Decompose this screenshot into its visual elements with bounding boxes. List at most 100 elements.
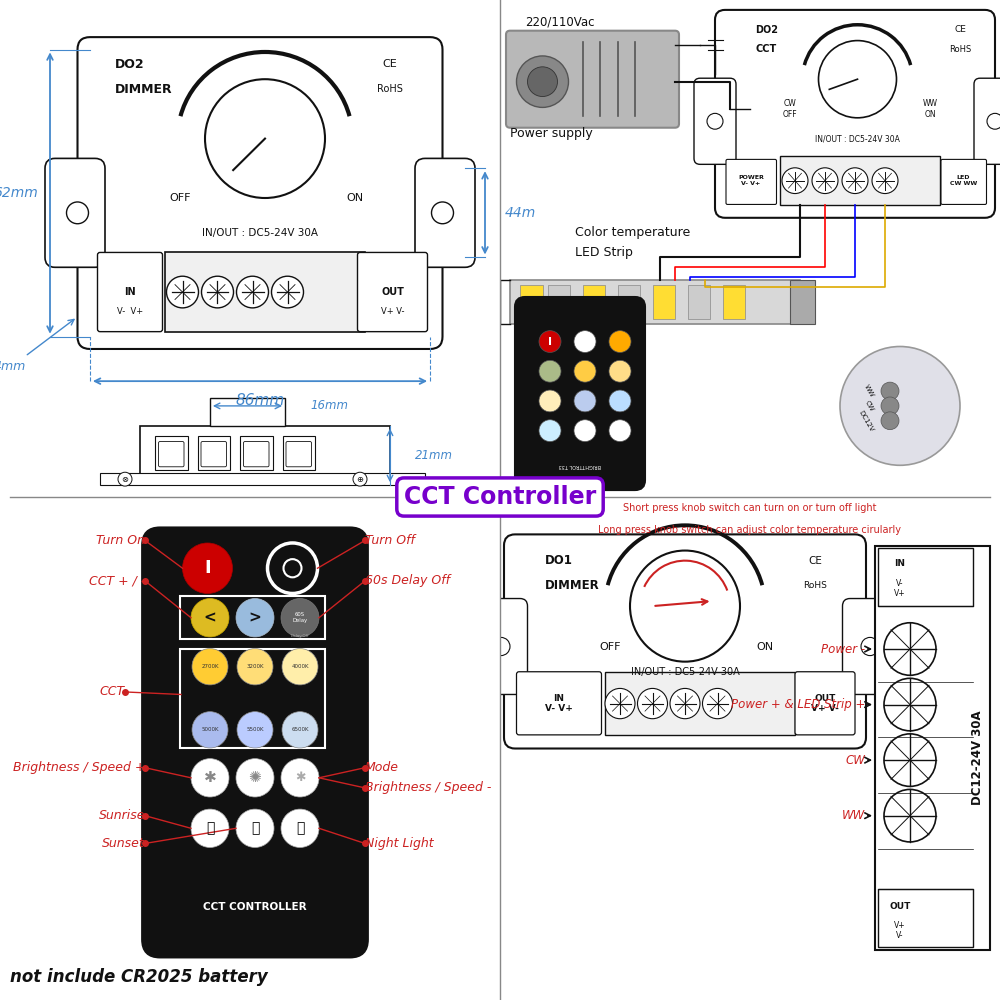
Text: 🌇: 🌇: [251, 821, 259, 835]
Circle shape: [191, 809, 229, 847]
Text: DC12V: DC12V: [858, 409, 875, 432]
Circle shape: [840, 347, 960, 465]
Bar: [165, 252, 365, 332]
Circle shape: [884, 789, 936, 842]
Circle shape: [638, 688, 668, 719]
FancyBboxPatch shape: [694, 78, 736, 164]
Text: 16mm: 16mm: [310, 399, 348, 412]
FancyBboxPatch shape: [974, 78, 1000, 164]
Text: 62mm: 62mm: [0, 186, 37, 200]
Text: 4mm: 4mm: [0, 360, 26, 373]
Circle shape: [528, 67, 558, 97]
Circle shape: [872, 168, 898, 194]
FancyBboxPatch shape: [143, 528, 368, 957]
Circle shape: [861, 637, 879, 656]
Text: LED Strip: LED Strip: [575, 246, 633, 259]
Circle shape: [539, 331, 561, 352]
Text: CW: CW: [845, 754, 865, 767]
Text: 220/110Vac: 220/110Vac: [525, 16, 594, 29]
Circle shape: [609, 331, 631, 352]
Bar: [240, 436, 272, 470]
Text: CCT CONTROLLER: CCT CONTROLLER: [203, 902, 307, 912]
FancyBboxPatch shape: [159, 442, 184, 467]
FancyBboxPatch shape: [515, 297, 645, 490]
Circle shape: [884, 734, 936, 786]
Circle shape: [353, 472, 367, 486]
Text: OUT
V+ V-: OUT V+ V-: [811, 694, 839, 713]
Text: 86mm: 86mm: [235, 393, 285, 408]
Text: Night Light: Night Light: [365, 837, 434, 850]
Bar: [180, 596, 325, 639]
Circle shape: [707, 113, 723, 129]
FancyBboxPatch shape: [243, 442, 269, 467]
Circle shape: [282, 712, 318, 748]
Text: ✺: ✺: [249, 770, 261, 785]
Text: 60s Delay Off: 60s Delay Off: [365, 574, 450, 587]
Text: Sunset: Sunset: [102, 837, 145, 850]
Circle shape: [284, 559, 302, 577]
Bar: [283, 436, 315, 470]
Circle shape: [739, 177, 751, 189]
Circle shape: [605, 688, 635, 719]
Circle shape: [881, 382, 899, 400]
Circle shape: [272, 276, 304, 308]
Circle shape: [884, 623, 936, 675]
Circle shape: [574, 420, 596, 442]
Circle shape: [191, 759, 229, 797]
Text: 🌅: 🌅: [206, 821, 214, 835]
Circle shape: [237, 712, 273, 748]
Circle shape: [516, 56, 568, 107]
Text: DO2: DO2: [115, 58, 145, 71]
Circle shape: [959, 177, 971, 189]
Circle shape: [108, 285, 122, 299]
Text: Brightness / Speed +: Brightness / Speed +: [13, 761, 145, 774]
Bar: [510, 280, 800, 324]
Circle shape: [166, 276, 198, 308]
Circle shape: [281, 759, 319, 797]
Text: OUT: OUT: [889, 902, 911, 911]
Text: Short press knob switch can turn on or turn off light: Short press knob switch can turn on or t…: [623, 503, 877, 513]
Bar: [548, 285, 570, 319]
Circle shape: [987, 113, 1000, 129]
Text: 5000K: 5000K: [201, 727, 219, 732]
Text: V+ V-: V+ V-: [381, 307, 404, 316]
Text: CE: CE: [808, 556, 822, 566]
Circle shape: [609, 390, 631, 412]
Circle shape: [630, 551, 740, 662]
Bar: [780, 156, 940, 205]
Circle shape: [539, 420, 561, 442]
Text: WW: WW: [863, 384, 875, 399]
Text: 🌙: 🌙: [296, 821, 304, 835]
Bar: [618, 285, 640, 319]
Circle shape: [237, 276, 268, 308]
Text: ✱: ✱: [204, 770, 216, 785]
Text: CCT: CCT: [100, 685, 125, 698]
Text: Power -: Power -: [821, 643, 865, 656]
Text: DO1: DO1: [545, 554, 573, 567]
Text: Brightness / Speed -: Brightness / Speed -: [365, 781, 491, 794]
Text: WW
ON: WW ON: [922, 99, 938, 119]
Text: >: >: [249, 610, 261, 625]
Circle shape: [281, 809, 319, 847]
Bar: [605, 672, 795, 735]
Circle shape: [236, 759, 274, 797]
Text: OFF: OFF: [169, 193, 191, 203]
Text: 4000K: 4000K: [291, 664, 309, 669]
Circle shape: [183, 543, 233, 593]
Text: CW: CW: [864, 399, 875, 412]
Text: CCT: CCT: [755, 44, 776, 54]
FancyBboxPatch shape: [415, 158, 475, 267]
Text: 6500K: 6500K: [291, 727, 309, 732]
Bar: [155, 436, 188, 470]
Circle shape: [609, 360, 631, 382]
Text: Turn On: Turn On: [96, 534, 145, 547]
Text: Turn Off: Turn Off: [365, 534, 415, 547]
FancyBboxPatch shape: [715, 10, 995, 218]
Text: 60S
Delay: 60S Delay: [292, 612, 308, 623]
Text: RoHS: RoHS: [377, 84, 403, 94]
Text: 3200K: 3200K: [246, 664, 264, 669]
Circle shape: [881, 397, 899, 415]
Circle shape: [702, 688, 732, 719]
Bar: [210, 398, 285, 426]
FancyBboxPatch shape: [941, 159, 986, 204]
